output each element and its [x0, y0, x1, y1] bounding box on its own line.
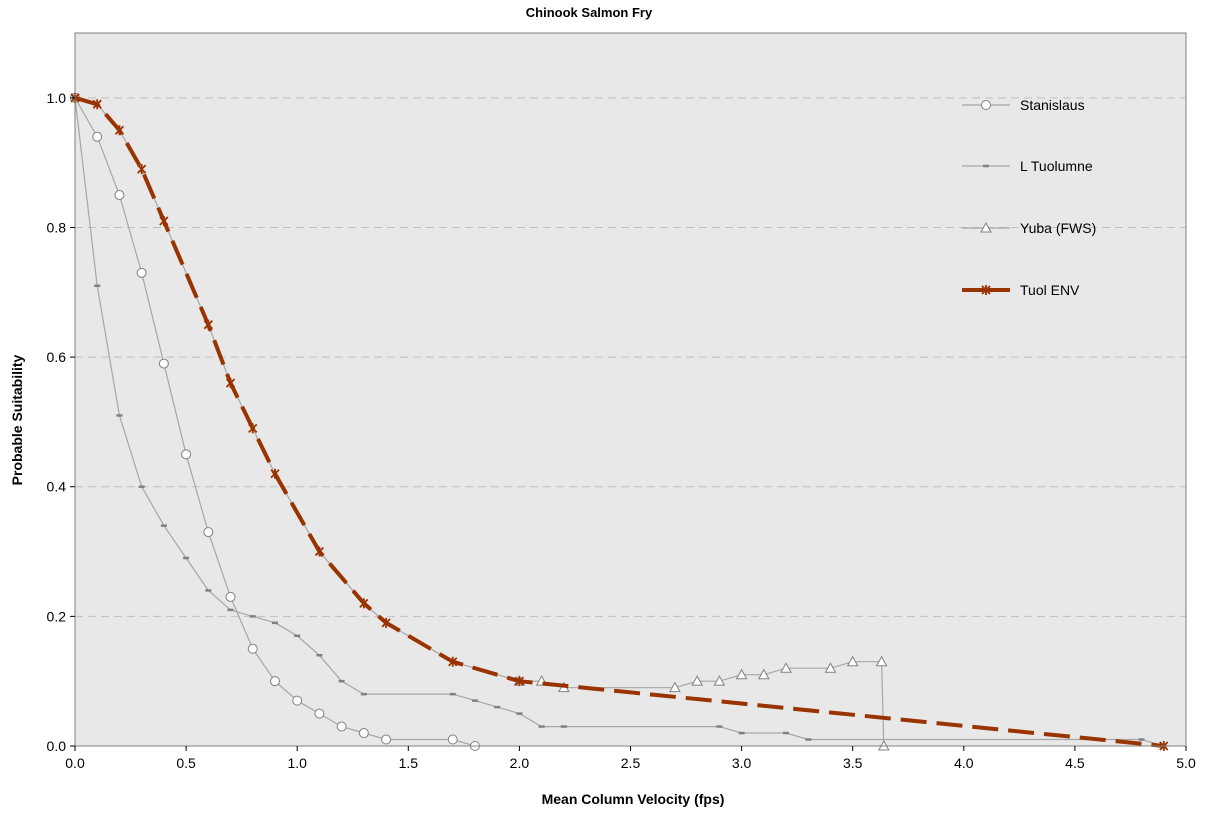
- point-yuba-fws-24: [875, 655, 888, 667]
- legend-item-yuba-fws: Yuba (FWS): [962, 220, 1096, 236]
- point-stanislaus-10: [292, 695, 303, 706]
- x-tick-label-4: 2.0: [510, 755, 530, 771]
- legend-marker-stanislaus: [981, 100, 991, 110]
- y-tick-label-1: 0.2: [47, 608, 67, 624]
- point-tuol-env-12: [448, 656, 458, 667]
- point-stanislaus-11: [314, 708, 325, 719]
- legend-item-l-tuolumne: L Tuolumne: [962, 158, 1093, 174]
- x-tick-label-0: 0.0: [65, 755, 85, 771]
- plot-area: [75, 33, 1186, 746]
- point-tuol-env-11: [381, 617, 391, 628]
- series-l-tuolumne: [72, 96, 1167, 748]
- point-tuol-env-3: [137, 164, 147, 175]
- point-yuba-fws-18: [713, 675, 726, 686]
- point-tuol-env-2: [114, 125, 125, 136]
- point-stanislaus-7: [225, 591, 236, 602]
- x-tick-label-7: 3.5: [843, 755, 863, 771]
- x-tick-label-9: 4.5: [1065, 755, 1085, 771]
- legend-label-l-tuolumne: L Tuolumne: [1020, 158, 1093, 174]
- legend-marker-tuol-env: [981, 285, 991, 295]
- x-tick-label-10: 5.0: [1176, 755, 1196, 771]
- x-tick-label-8: 4.0: [954, 755, 974, 771]
- point-yuba-fws-17: [691, 675, 704, 686]
- point-stanislaus-12: [336, 721, 347, 732]
- y-axis-label: Probable Suitability: [9, 354, 25, 485]
- point-tuol-env-1: [92, 99, 102, 110]
- legend: Stanislaus L Tuolumne Yuba (FWS) Tuol ENV: [962, 97, 1096, 298]
- y-tick-label-0: 0.0: [47, 738, 67, 754]
- point-tuol-env-13: [514, 676, 525, 687]
- point-tuol-env-6: [225, 378, 236, 389]
- point-stanislaus-13: [358, 728, 369, 739]
- point-yuba-fws-23: [846, 655, 859, 667]
- x-tick-label-1: 0.5: [176, 755, 196, 771]
- point-tuol-env-7: [248, 423, 258, 434]
- x-tick-label-5: 2.5: [621, 755, 641, 771]
- point-stanislaus-5: [181, 449, 192, 460]
- y-tick-label-2: 0.4: [47, 479, 67, 495]
- point-tuol-env-10: [359, 598, 369, 609]
- point-stanislaus-9: [269, 676, 280, 687]
- x-tick-label-6: 3.0: [732, 755, 752, 771]
- legend-item-stanislaus: Stanislaus: [962, 97, 1085, 113]
- series-tuol-env: [70, 92, 1169, 751]
- y-tick-label-3: 0.6: [47, 349, 67, 365]
- point-tuol-env-4: [159, 215, 169, 226]
- chart-title: Chinook Salmon Fry: [526, 5, 653, 20]
- point-yuba-fws-19: [735, 668, 748, 680]
- point-stanislaus-14: [381, 734, 392, 745]
- point-stanislaus-6: [203, 527, 214, 538]
- legend-label-stanislaus: Stanislaus: [1020, 97, 1085, 113]
- x-tick-label-2: 1.0: [287, 755, 307, 771]
- point-tuol-env-8: [270, 468, 280, 479]
- point-stanislaus-4: [158, 358, 169, 369]
- point-stanislaus-1: [92, 131, 103, 142]
- point-yuba-fws-22: [824, 662, 837, 673]
- legend-label-yuba-fws: Yuba (FWS): [1020, 220, 1096, 236]
- legend-marker-yuba-fws: [980, 221, 992, 233]
- point-stanislaus-15: [447, 734, 458, 745]
- legend-item-tuol-env: Tuol ENV: [962, 282, 1080, 298]
- series-line-l-tuolumne: [74, 97, 1164, 747]
- x-tick-label-3: 1.5: [399, 755, 419, 771]
- y-tick-label-4: 0.8: [47, 219, 67, 235]
- point-yuba-fws-16: [669, 681, 681, 693]
- point-tuol-env-5: [203, 319, 213, 330]
- y-tick-label-5: 1.0: [47, 90, 67, 106]
- point-stanislaus-2: [114, 190, 125, 201]
- point-stanislaus-3: [136, 267, 147, 278]
- point-yuba-fws-20: [757, 668, 770, 680]
- legend-label-tuol-env: Tuol ENV: [1020, 282, 1080, 298]
- point-tuol-env-9: [314, 546, 325, 557]
- point-stanislaus-8: [247, 643, 258, 654]
- point-yuba-fws-21: [780, 662, 792, 673]
- x-axis-label: Mean Column Velocity (fps): [542, 791, 725, 807]
